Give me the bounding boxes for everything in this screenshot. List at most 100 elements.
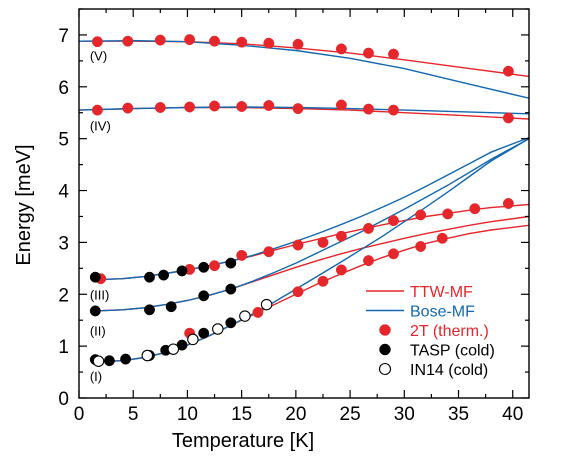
- point-tasp-cold-7: [144, 304, 155, 316]
- x-tick-label-7: 35: [448, 404, 469, 425]
- point-2t-therm-1: [122, 35, 134, 47]
- point-in14-cold-3: [187, 333, 199, 346]
- point-2t-therm-43: [363, 255, 374, 267]
- point-2t-therm-11: [502, 65, 514, 77]
- point-2t-therm-4: [209, 35, 220, 47]
- legend-label-2t-therm: 2T (therm.): [410, 323, 489, 340]
- point-in14-cold-2: [167, 343, 180, 355]
- x-tick-label-8: 40: [502, 404, 523, 425]
- point-2t-therm-21: [363, 103, 374, 115]
- point-tasp-cold-0: [89, 271, 101, 283]
- legend-marker-2t-therm: [379, 324, 391, 336]
- x-tick-label-0: 0: [74, 404, 85, 425]
- point-in14-cold-0: [92, 355, 105, 367]
- legend-marker-in14-cold: [378, 362, 392, 376]
- point-2t-therm-16: [209, 100, 220, 112]
- point-2t-therm-13: [122, 102, 134, 114]
- point-in14-cold-6: [260, 298, 273, 311]
- point-tasp-cold-5: [225, 257, 237, 269]
- point-tasp-cold-1: [144, 271, 155, 283]
- y-tick-label-2: 2: [58, 285, 69, 306]
- point-2t-therm-15: [184, 101, 196, 113]
- y-tick-label-0: 0: [58, 389, 69, 410]
- point-tasp-cold-17: [198, 327, 210, 339]
- point-2t-therm-14: [154, 102, 166, 113]
- branch-label-1: (IV): [90, 119, 111, 134]
- y-tick-label-7: 7: [58, 26, 69, 47]
- point-2t-therm-27: [236, 249, 248, 261]
- point-tasp-cold-13: [120, 353, 132, 365]
- point-tasp-cold-18: [225, 317, 237, 329]
- point-2t-therm-17: [236, 101, 248, 112]
- curve-bose-mf-iii: [95, 136, 530, 281]
- legend-label-tasp-cold: TASP (cold): [410, 343, 495, 360]
- point-tasp-cold-6: [89, 305, 101, 317]
- tick-labels: 0 5 10 15 20 25 30 35 40 0 1 2 3 4 5 6 7: [58, 26, 523, 425]
- point-tasp-cold-4: [198, 261, 210, 273]
- point-2t-therm-33: [388, 215, 399, 227]
- point-2t-therm-19: [292, 103, 304, 115]
- curve-ttw-mf-v: [79, 40, 530, 78]
- point-2t-therm-35: [442, 208, 454, 220]
- x-tick-label-6: 30: [394, 404, 415, 425]
- point-tasp-cold-3: [176, 265, 188, 277]
- point-tasp-cold-9: [198, 290, 210, 302]
- point-2t-therm-28: [263, 246, 275, 258]
- point-2t-therm-5: [236, 36, 248, 48]
- y-tick-label-4: 4: [58, 182, 69, 203]
- x-tick-label-1: 5: [128, 404, 139, 425]
- point-2t-therm-6: [263, 37, 275, 49]
- point-2t-therm-2: [154, 34, 166, 46]
- point-2t-therm-42: [335, 264, 347, 276]
- point-in14-cold-5: [239, 310, 251, 322]
- y-axis-label: Energy [meV]: [13, 144, 35, 265]
- point-tasp-cold-12: [103, 355, 115, 367]
- curve-ttw-mf-iv: [78, 106, 530, 120]
- x-tick-label-5: 25: [340, 404, 361, 425]
- point-2t-therm-40: [292, 286, 304, 298]
- legend-label-bose-mf: Bose-MF: [410, 304, 475, 321]
- axis-ticks: [78, 8, 529, 399]
- x-tick-label-2: 10: [177, 404, 198, 425]
- branch-label-0: (V): [90, 49, 107, 64]
- point-2t-therm-32: [363, 222, 374, 234]
- y-tick-label-1: 1: [58, 337, 69, 358]
- point-2t-therm-22: [388, 104, 399, 116]
- point-2t-therm-12: [91, 104, 103, 116]
- point-2t-therm-8: [335, 43, 347, 55]
- point-2t-therm-20: [335, 99, 347, 111]
- curve-ttw-mf-iii: [95, 203, 530, 281]
- point-2t-therm-37: [502, 198, 514, 209]
- point-2t-therm-29: [292, 239, 304, 251]
- point-2t-therm-31: [335, 230, 347, 242]
- curve-bose-mf-v: [78, 39, 530, 99]
- point-2t-therm-3: [184, 34, 196, 46]
- legend: TTW-MF Bose-MF 2T (therm.) TASP (cold) IN14 …: [366, 284, 495, 379]
- point-2t-therm-7: [292, 38, 304, 50]
- point-2t-therm-36: [469, 203, 481, 215]
- x-tick-label-4: 20: [285, 404, 306, 425]
- point-2t-therm-0: [91, 36, 103, 48]
- point-2t-therm-23: [502, 112, 514, 124]
- point-2t-therm-26: [209, 260, 220, 272]
- point-2t-therm-44: [388, 248, 399, 260]
- point-2t-therm-39: [252, 306, 264, 318]
- legend-label-ttw-mf: TTW-MF: [410, 284, 473, 301]
- point-2t-therm-34: [415, 209, 427, 221]
- branch-label-4: (I): [90, 369, 102, 384]
- y-tick-label-5: 5: [58, 130, 69, 151]
- point-2t-therm-41: [317, 275, 329, 287]
- point-2t-therm-46: [436, 232, 448, 244]
- branch-label-3: (II): [90, 324, 106, 339]
- x-tick-label-3: 15: [231, 404, 252, 425]
- point-tasp-cold-8: [165, 301, 177, 313]
- point-2t-therm-30: [317, 236, 329, 248]
- point-in14-cold-4: [212, 323, 224, 335]
- plot-frame: [78, 8, 530, 399]
- data-points: [89, 34, 514, 367]
- x-axis-label: Temperature [K]: [172, 430, 314, 452]
- y-tick-label-6: 6: [58, 78, 69, 99]
- branch-label-2: (III): [90, 287, 110, 302]
- point-2t-therm-18: [263, 100, 275, 111]
